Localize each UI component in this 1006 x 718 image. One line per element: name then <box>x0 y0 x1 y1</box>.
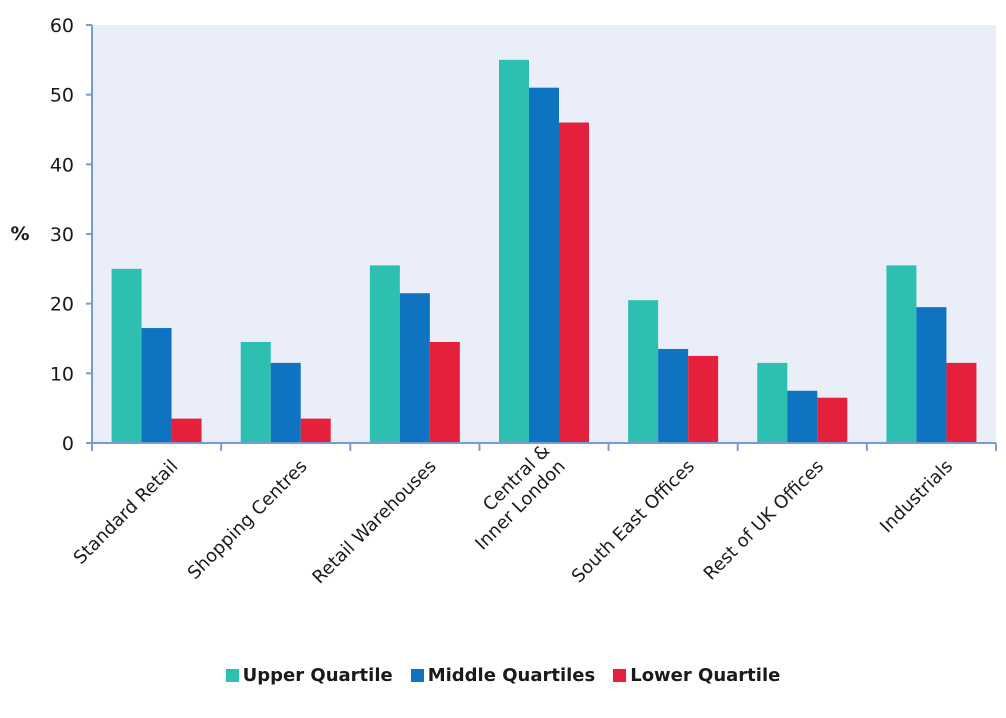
x-category-label-line: Rest of UK Offices <box>700 456 828 584</box>
x-category-label: South East Offices <box>568 456 699 587</box>
y-tick-label: 20 <box>50 294 74 316</box>
bar-middle-quartiles <box>270 362 301 443</box>
y-axis-label: % <box>10 223 29 245</box>
y-tick-label: 30 <box>50 224 74 246</box>
bars-group <box>111 59 977 444</box>
bar-middle-quartiles <box>787 390 818 443</box>
bar-lower-quartile <box>300 418 331 443</box>
x-category-label-line: Retail Warehouses <box>308 456 440 588</box>
bar-lower-quartile <box>817 397 848 443</box>
legend-item: Middle Quartiles <box>410 665 596 686</box>
y-tick-label: 50 <box>50 85 74 107</box>
legend-item: Lower Quartile <box>613 665 780 686</box>
bar-upper-quartile <box>369 265 400 443</box>
bar-upper-quartile <box>240 341 271 443</box>
bar-upper-quartile <box>499 59 529 443</box>
y-tick-label: 10 <box>50 363 74 385</box>
bar-lower-quartile <box>946 362 977 443</box>
bar-upper-quartile <box>757 362 788 443</box>
legend-label: Upper Quartile <box>242 665 393 686</box>
legend-label: Lower Quartile <box>630 665 781 686</box>
bar-middle-quartiles <box>658 348 689 443</box>
x-category-label: Retail Warehouses <box>308 456 440 588</box>
x-category-label: Shopping Centres <box>184 456 312 584</box>
x-category-label-line: Shopping Centres <box>184 456 312 584</box>
y-tick-label: 60 <box>50 15 74 37</box>
x-category-label: Standard Retail <box>70 456 183 569</box>
bar-lower-quartile <box>171 418 202 443</box>
x-category-label: Central &Inner London <box>456 440 570 554</box>
legend-item: Upper Quartile <box>225 665 393 686</box>
legend: Upper Quartile Middle Quartiles Lower Quar… <box>0 665 1006 686</box>
x-category-label: Industrials <box>876 456 957 537</box>
x-category-label-line: Industrials <box>876 456 957 537</box>
bar-upper-quartile <box>111 268 142 443</box>
bar-middle-quartiles <box>916 307 947 443</box>
bar-lower-quartile <box>688 355 719 443</box>
x-category-label-line: South East Offices <box>568 456 699 587</box>
bar-upper-quartile <box>886 265 917 443</box>
bar-middle-quartiles <box>141 328 172 443</box>
y-ticks-group: 0 10 20 30 40 50 60 <box>50 15 92 455</box>
bar-lower-quartile <box>559 122 589 444</box>
x-category-label-line: Standard Retail <box>70 456 183 569</box>
x-category-label: Rest of UK Offices <box>700 456 828 584</box>
legend-swatch <box>410 669 424 682</box>
bar-middle-quartiles <box>529 87 559 443</box>
bar-upper-quartile <box>628 300 659 443</box>
legend-label: Middle Quartiles <box>427 665 596 686</box>
y-tick-label: 40 <box>50 154 74 176</box>
legend-swatch <box>225 669 239 682</box>
bar-lower-quartile <box>429 341 460 443</box>
legend-swatch <box>613 669 627 682</box>
y-tick-label: 0 <box>62 433 74 455</box>
bar-middle-quartiles <box>399 293 430 443</box>
